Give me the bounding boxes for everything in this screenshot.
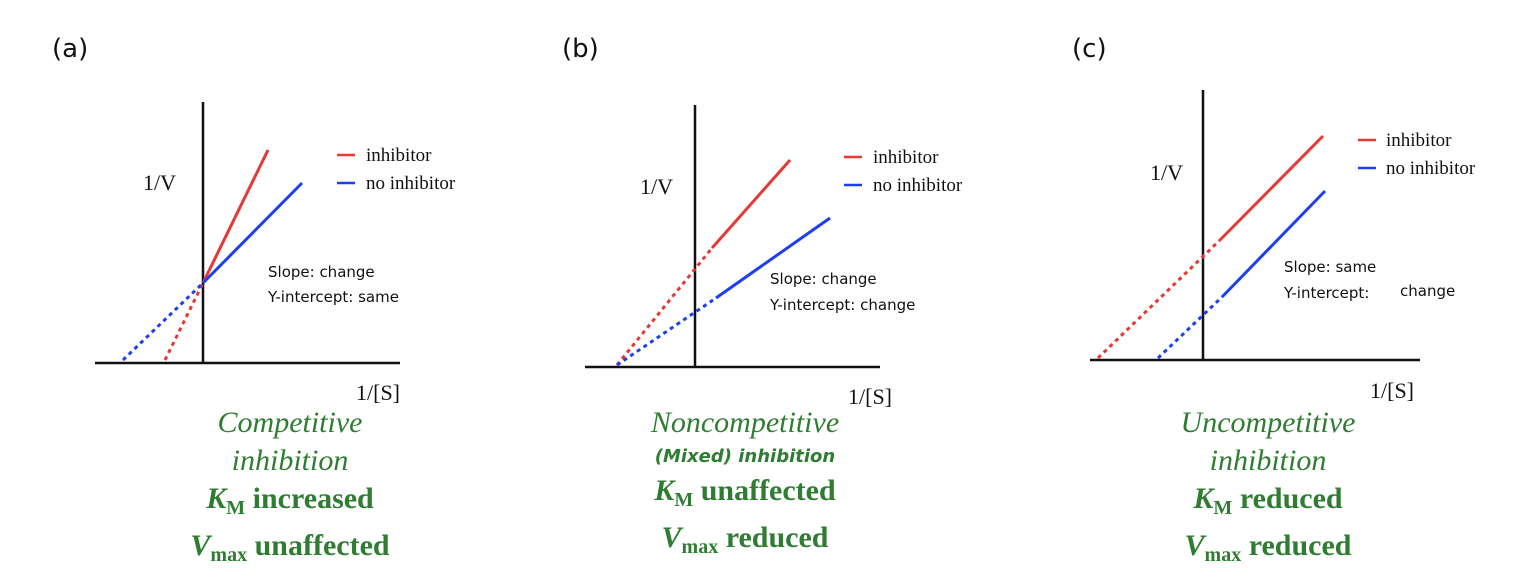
panel-c-caption-line1: Uncompetitive bbox=[1180, 406, 1356, 439]
panel-a-caption-line1: Competitive bbox=[217, 406, 363, 439]
panel-c-legend-inhibitor: inhibitor bbox=[1386, 130, 1452, 151]
panel-c-caption-km: KM reduced bbox=[1108, 480, 1428, 527]
panel-b-caption-km: KM unaffected bbox=[585, 472, 905, 519]
panel-b-inhibitor-line bbox=[710, 159, 792, 249]
panel-b-legend-inhibitor: inhibitor bbox=[873, 147, 939, 168]
panel-c-note-intercept-change: change bbox=[1400, 282, 1455, 300]
panel-a-km-symbol: K bbox=[206, 482, 227, 515]
panel-b-note-intercept: Y-intercept: change bbox=[769, 296, 915, 314]
panel-a-no-inhibitor-extrapolation bbox=[121, 281, 205, 362]
panel-label-c: (c) bbox=[1072, 34, 1107, 64]
panel-b-caption: Noncompetitive (Mixed) inhibition KM una… bbox=[585, 404, 905, 566]
panel-b-graph: inhibitor no inhibitor 1/V 1/[S] Slope: … bbox=[585, 105, 963, 409]
panel-a-y-axis-label: 1/V bbox=[143, 170, 176, 195]
panel-c-km-sub: M bbox=[1213, 497, 1233, 519]
panel-a-inhibitor-extrapolation bbox=[163, 282, 205, 361]
panel-a-km-text: increased bbox=[245, 482, 374, 515]
panel-b-vmax-text: reduced bbox=[718, 521, 829, 554]
panel-a-legend-no-inhibitor: no inhibitor bbox=[366, 173, 456, 194]
panel-c-vmax-symbol: V bbox=[1184, 529, 1205, 562]
panel-b-caption-line1: Noncompetitive bbox=[650, 406, 840, 439]
panel-b-no-inhibitor-line bbox=[715, 216, 831, 300]
panel-c-vmax-text: reduced bbox=[1241, 529, 1352, 562]
panel-a-graph: inhibitor no inhibitor 1/V 1/[S] Slope: … bbox=[95, 102, 456, 405]
panel-b-km-symbol: K bbox=[654, 474, 675, 507]
panel-b-y-axis-label: 1/V bbox=[640, 174, 673, 199]
panel-c-no-inhibitor-extrapolation bbox=[1156, 295, 1224, 360]
panel-c-note-intercept: Y-intercept: bbox=[1283, 284, 1369, 302]
panel-b-x-axis-label: 1/[S] bbox=[848, 384, 892, 409]
panel-c-km-symbol: K bbox=[1193, 482, 1214, 515]
panel-a-vmax-symbol: V bbox=[190, 529, 211, 562]
panel-a-x-axis-label: 1/[S] bbox=[356, 380, 400, 405]
panel-c-note-slope: Slope: same bbox=[1284, 258, 1376, 276]
panel-c-graph: inhibitor no inhibitor 1/V 1/[S] Slope: … bbox=[1090, 90, 1476, 403]
panel-b-caption-vmax: Vmax reduced bbox=[585, 519, 905, 566]
panel-b-km-text: unaffected bbox=[693, 474, 836, 507]
panel-a-note-slope: Slope: change bbox=[268, 263, 375, 281]
panel-c-legend-no-inhibitor: no inhibitor bbox=[1386, 158, 1476, 179]
panel-c-no-inhibitor-line bbox=[1220, 189, 1327, 299]
panel-a-no-inhibitor-line bbox=[201, 181, 304, 285]
panel-b-no-inhibitor-extrapolation bbox=[616, 296, 717, 367]
panel-c-inhibitor-extrapolation bbox=[1096, 238, 1222, 360]
panel-a-vmax-sub: max bbox=[210, 544, 248, 566]
panel-b-vmax-sub: max bbox=[681, 536, 719, 558]
panel-b-legend-no-inhibitor: no inhibitor bbox=[873, 175, 963, 196]
panel-c-x-axis-label: 1/[S] bbox=[1370, 378, 1414, 403]
panel-b-vmax-symbol: V bbox=[661, 521, 682, 554]
panel-a-vmax-text: unaffected bbox=[247, 529, 390, 562]
panel-a-caption-km: KM increased bbox=[130, 480, 450, 527]
panel-c-caption-line2: inhibition bbox=[1209, 444, 1327, 477]
panel-c-y-axis-label: 1/V bbox=[1150, 160, 1183, 185]
panel-a-inhibitor-line bbox=[201, 149, 270, 284]
panel-c-inhibitor-line bbox=[1218, 134, 1325, 242]
panel-c-caption: Uncompetitive inhibition KM reduced Vmax… bbox=[1108, 404, 1428, 574]
panel-b-km-sub: M bbox=[674, 489, 694, 511]
panel-a-legend-inhibitor: inhibitor bbox=[366, 145, 432, 166]
panel-b-note-slope: Slope: change bbox=[770, 270, 877, 288]
panel-label-b: (b) bbox=[562, 34, 599, 64]
panel-b-inhibitor-extrapolation bbox=[615, 247, 714, 366]
panel-c-caption-vmax: Vmax reduced bbox=[1108, 527, 1428, 574]
panel-a-caption-line2: inhibition bbox=[231, 444, 349, 477]
panel-a-caption: Competitive inhibition KM increased Vmax… bbox=[130, 404, 450, 574]
panel-a-note-intercept: Y-intercept: same bbox=[267, 288, 399, 306]
panel-label-a: (a) bbox=[52, 34, 89, 64]
panel-b-caption-line2: (Mixed) inhibition bbox=[654, 446, 836, 467]
panel-c-km-text: reduced bbox=[1232, 482, 1343, 515]
panel-c-vmax-sub: max bbox=[1204, 544, 1242, 566]
panel-a-caption-vmax: Vmax unaffected bbox=[130, 527, 450, 574]
panel-a-km-sub: M bbox=[226, 497, 246, 519]
